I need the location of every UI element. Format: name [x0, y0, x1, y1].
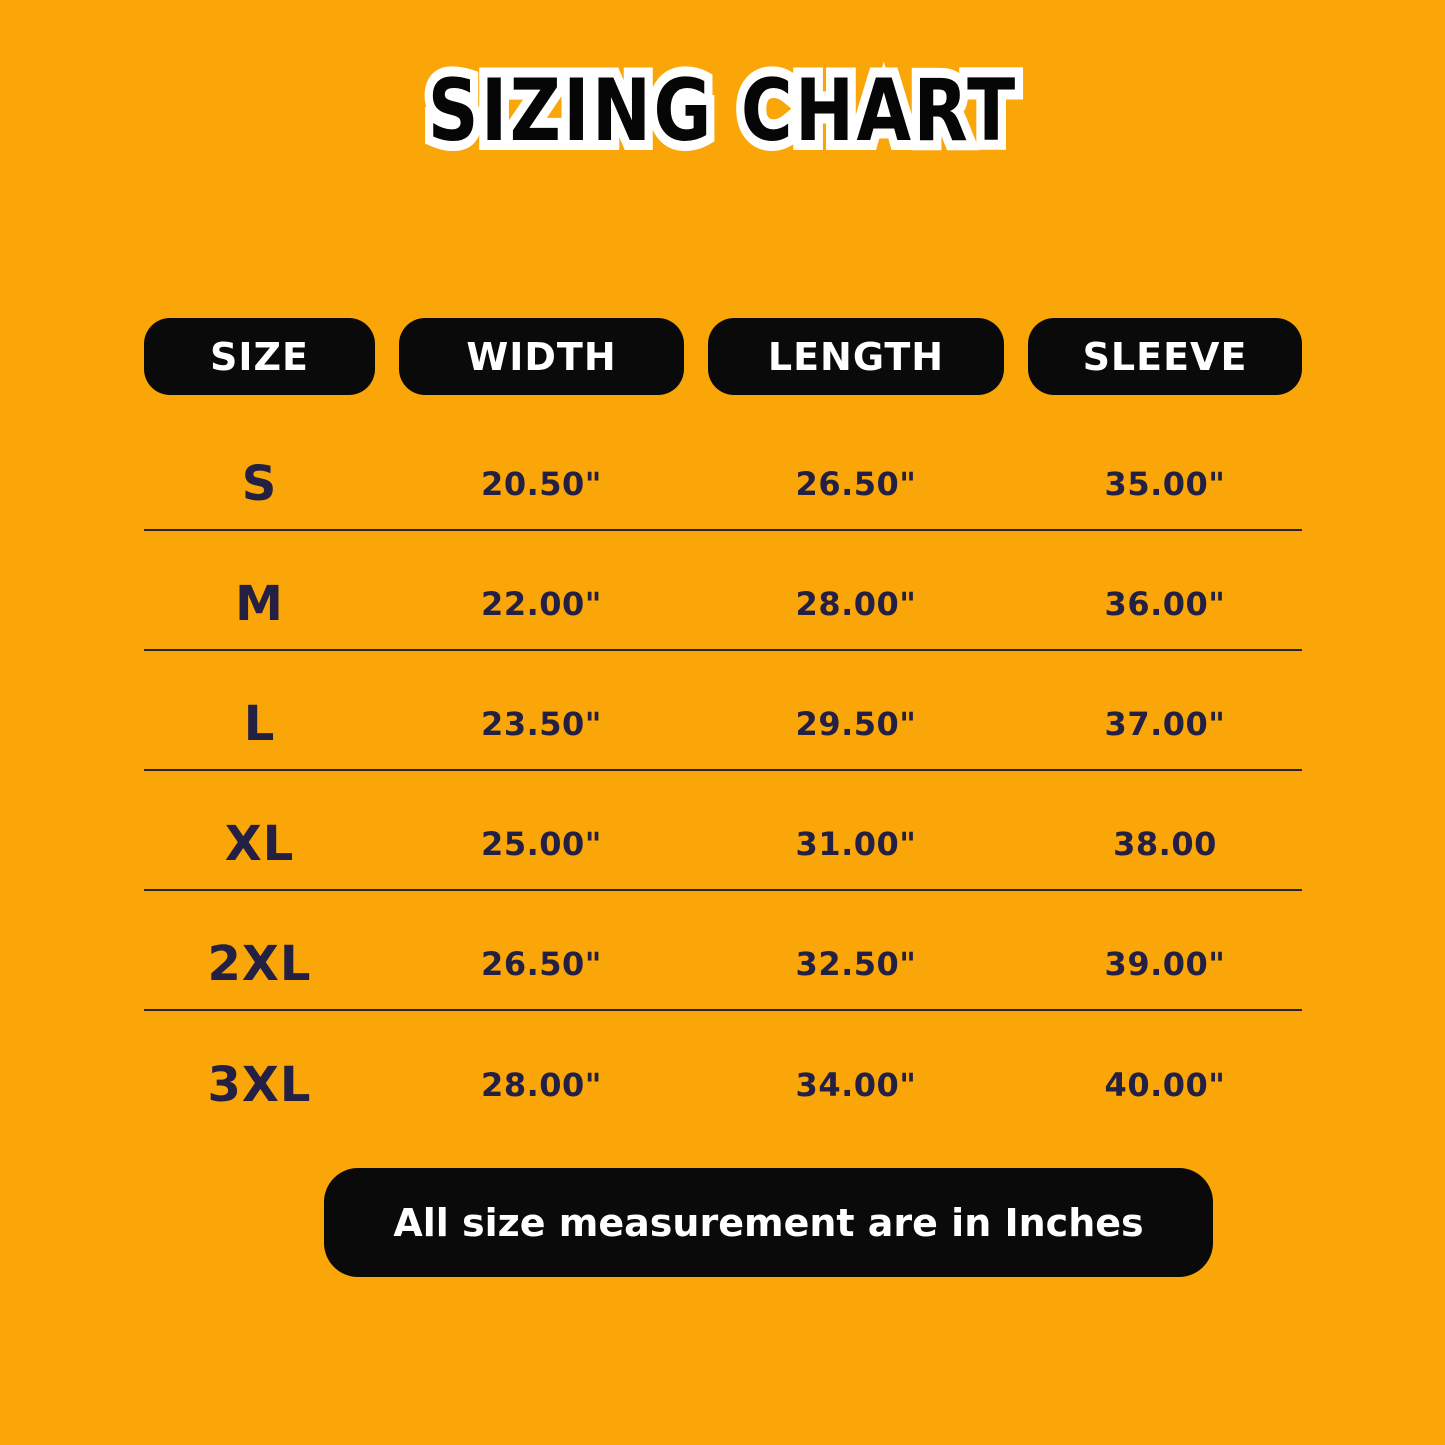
table-row-l: L 23.50" 29.50" 37.00" — [144, 651, 1302, 771]
page-title: SIZING CHART SIZING CHART — [0, 52, 1445, 171]
table-row-3xl: 3XL 28.00" 34.00" 40.00" — [144, 1011, 1302, 1131]
length-value: 31.00" — [795, 825, 917, 863]
size-label: XL — [224, 816, 295, 872]
size-label: S — [241, 456, 278, 512]
sleeve-value: 37.00" — [1104, 705, 1226, 743]
table-row-m: M 22.00" 28.00" 36.00" — [144, 531, 1302, 651]
sleeve-value: 39.00" — [1104, 945, 1226, 983]
table-row-xl: XL 25.00" 31.00" 38.00 — [144, 771, 1302, 891]
sleeve-value: 40.00" — [1104, 1066, 1226, 1104]
width-value: 22.00" — [481, 585, 602, 623]
length-value: 34.00" — [795, 1066, 917, 1104]
footer-note-text: All size measurement are in Inches — [393, 1200, 1144, 1245]
size-label: L — [243, 696, 276, 752]
page-title-outline: SIZING CHART — [419, 52, 1023, 171]
size-label: M — [235, 576, 284, 632]
width-value: 20.50" — [481, 465, 602, 503]
width-value: 25.00" — [481, 825, 602, 863]
length-value: 28.00" — [795, 585, 917, 623]
column-header-sleeve: SLEEVE — [1028, 318, 1302, 395]
width-value: 26.50" — [481, 945, 602, 983]
table-header-row: SIZE WIDTH LENGTH SLEEVE — [144, 318, 1302, 395]
column-header-length: LENGTH — [708, 318, 1004, 395]
width-value: 28.00" — [481, 1066, 602, 1104]
size-label: 3XL — [207, 1057, 312, 1113]
size-label: 2XL — [207, 936, 312, 992]
page-title-stack: SIZING CHART SIZING CHART — [419, 52, 1023, 171]
sleeve-value: 38.00 — [1113, 825, 1217, 863]
footer-note: All size measurement are in Inches — [324, 1168, 1213, 1277]
table-row-s: S 20.50" 26.50" 35.00" — [144, 411, 1302, 531]
column-header-width: WIDTH — [399, 318, 684, 395]
page-title-text: SIZING CHART — [427, 61, 1018, 161]
sleeve-value: 35.00" — [1104, 465, 1226, 503]
table-row-2xl: 2XL 26.50" 32.50" 39.00" — [144, 891, 1302, 1011]
length-value: 32.50" — [795, 945, 917, 983]
length-value: 26.50" — [795, 465, 917, 503]
length-value: 29.50" — [795, 705, 917, 743]
size-table: S 20.50" 26.50" 35.00" M 22.00" 28.00" 3… — [144, 411, 1302, 1131]
width-value: 23.50" — [481, 705, 602, 743]
sleeve-value: 36.00" — [1104, 585, 1226, 623]
column-header-size: SIZE — [144, 318, 375, 395]
